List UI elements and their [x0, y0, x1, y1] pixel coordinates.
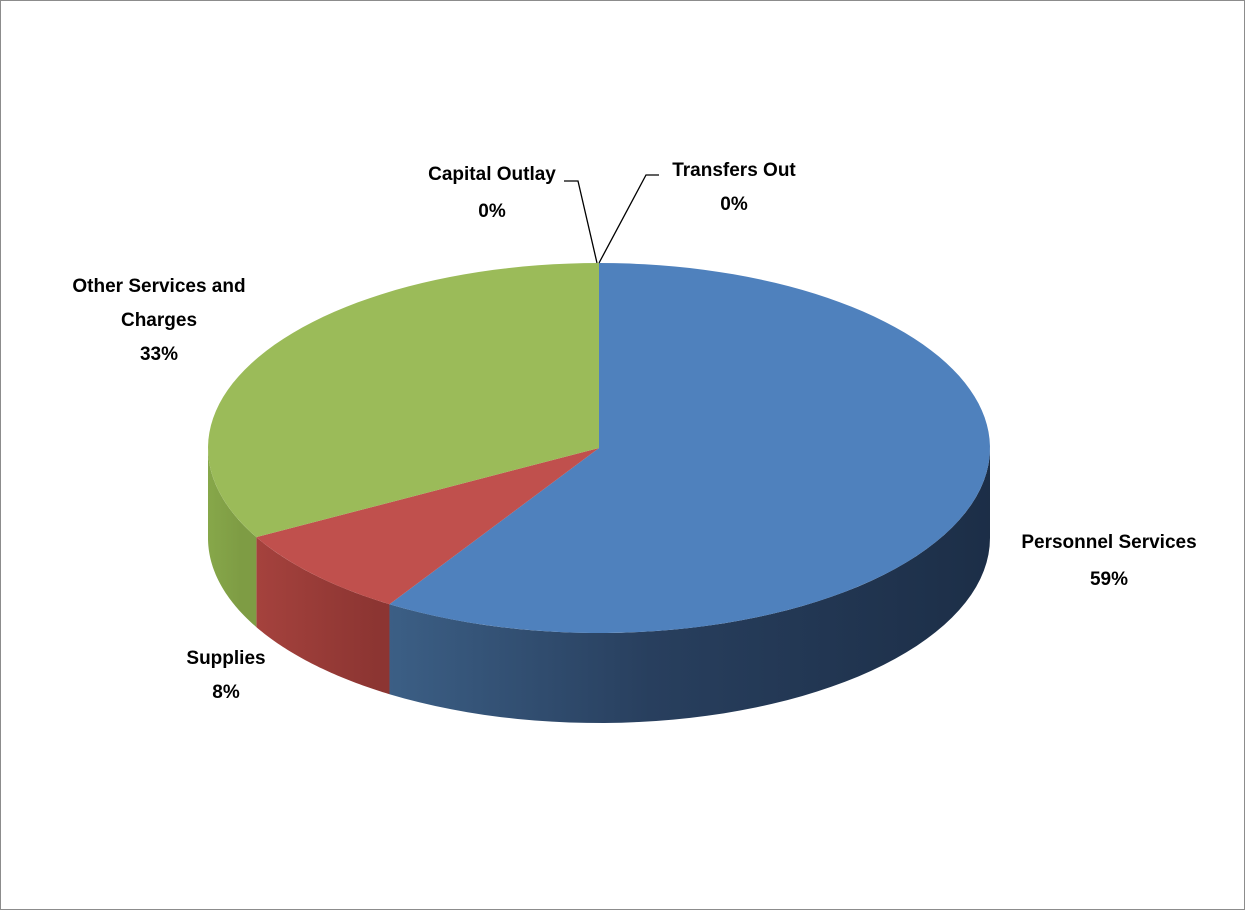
pie-slice-personnel-services — [389, 263, 990, 633]
leader-line-transfers-out — [598, 174, 659, 264]
label-percent-capital-outlay: 0% — [478, 201, 506, 222]
pie-slice-other-services-and-charges — [208, 263, 599, 538]
label-percent-supplies: 8% — [212, 682, 240, 703]
label-name-supplies: Supplies — [186, 648, 265, 669]
data-labels: Personnel Services 59% Supplies 8% Other Ser… — [72, 160, 1196, 703]
pie-slice-supplies — [256, 448, 599, 605]
label-name-personnel-services: Personnel Services — [1021, 532, 1196, 553]
pie-tops — [208, 263, 990, 633]
label-percent-transfers-out: 0% — [720, 194, 748, 215]
pie-sides — [208, 448, 990, 723]
leader-lines — [564, 174, 659, 264]
label-percent-personnel-services: 59% — [1090, 569, 1128, 590]
label-percent-other-services-and-charges: 33% — [140, 344, 178, 365]
label-name-capital-outlay: Capital Outlay — [428, 164, 556, 185]
label-name-other-services-and-charges: Charges — [121, 310, 197, 331]
label-name-transfers-out: Transfers Out — [672, 160, 796, 181]
pie-side-other-services-and-charges — [208, 448, 257, 628]
pie-side-personnel-services — [389, 448, 990, 723]
leader-line-capital-outlay — [564, 180, 598, 264]
label-name-other-services-and-charges: Other Services and — [72, 276, 245, 297]
pie-side-supplies — [256, 537, 390, 695]
